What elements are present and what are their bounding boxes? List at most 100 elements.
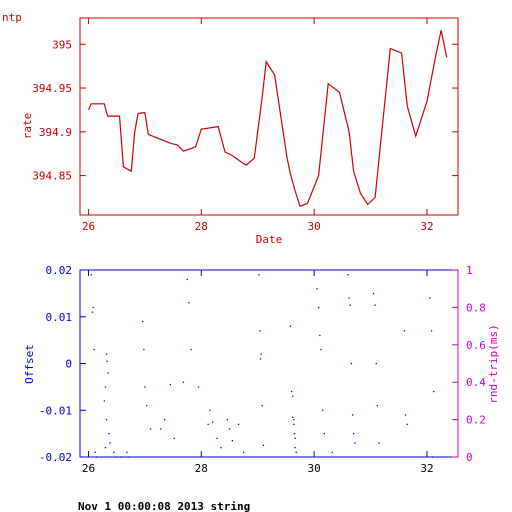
- offset-point: [216, 437, 218, 439]
- offset-point: [375, 362, 377, 365]
- offset-point: [316, 288, 318, 290]
- top-x-axis-label: Date: [256, 233, 283, 246]
- offset-point: [331, 451, 333, 453]
- bottom-axis-ticks: 26 28 30 32 -0.02 -0.01 0 0.01 0.02 0 0.2 0.4 0.6 0.8…: [39, 264, 486, 475]
- offset-point: [318, 306, 320, 309]
- bottom-plot-area: [90, 274, 435, 458]
- offset-point: [105, 419, 108, 421]
- top-x-tick-label: 30: [308, 220, 321, 233]
- offset-point: [107, 372, 109, 374]
- offset-point: [293, 419, 295, 421]
- bottom-right-y-tick-label: 0.4: [466, 376, 486, 389]
- top-x-tick-label: 32: [420, 220, 433, 233]
- offset-point: [322, 409, 324, 411]
- offset-point: [160, 428, 162, 430]
- offset-point: [220, 447, 222, 449]
- offset-point: [350, 362, 353, 365]
- offset-point: [164, 419, 166, 421]
- offset-point: [146, 405, 148, 407]
- offset-point: [212, 421, 214, 423]
- footer-timestamp: Nov 1 00:00:08 2013 string: [78, 500, 250, 512]
- offset-point: [348, 297, 350, 299]
- offset-point: [207, 423, 209, 425]
- offset-point: [226, 419, 228, 421]
- offset-point: [293, 433, 296, 435]
- offset-point: [105, 353, 108, 355]
- offset-point: [228, 428, 231, 430]
- offset-point: [430, 330, 433, 332]
- offset-point: [294, 437, 296, 439]
- bottom-x-tick-label: 26: [82, 462, 95, 475]
- offset-point: [261, 405, 263, 407]
- offset-point: [93, 348, 95, 351]
- top-plot-area: [87, 30, 448, 207]
- offset-point: [349, 304, 351, 306]
- top-y-tick-label: 394.9: [39, 126, 72, 139]
- offset-point: [188, 302, 190, 304]
- bottom-right-y-tick-label: 0.2: [466, 414, 486, 427]
- bottom-right-y-tick-label: 0.8: [466, 301, 486, 314]
- offset-point: [372, 292, 375, 295]
- offset-point: [126, 451, 128, 453]
- offset-point: [92, 306, 94, 309]
- offset-point: [120, 456, 122, 458]
- offset-point: [403, 330, 406, 332]
- bottom-x-tick-label: 30: [308, 462, 321, 475]
- offset-point: [103, 400, 105, 402]
- bottom-left-y-tick-label: 0.02: [46, 264, 73, 277]
- offset-point: [114, 456, 117, 458]
- offset-point: [295, 451, 297, 453]
- offset-point: [94, 451, 96, 453]
- offset-point: [376, 405, 378, 407]
- rate-series-line: [87, 30, 448, 207]
- offset-point: [432, 456, 434, 458]
- offset-point: [190, 348, 192, 351]
- offset-point: [209, 409, 211, 411]
- offset-point: [260, 353, 262, 355]
- offset-point: [128, 456, 130, 458]
- offset-point: [262, 444, 265, 446]
- offset-point: [293, 423, 295, 425]
- offset-point: [292, 395, 294, 397]
- top-y-tick-label: 394.95: [32, 82, 72, 95]
- offset-point: [347, 274, 349, 276]
- offset-point: [143, 348, 145, 351]
- offset-point: [294, 447, 296, 449]
- bottom-right-y-tick-label: 0.6: [466, 339, 486, 352]
- offset-point: [258, 274, 260, 276]
- bottom-left-y-tick-label: 0: [65, 358, 72, 371]
- offset-point: [91, 311, 94, 313]
- offset-point: [289, 325, 292, 327]
- top-y-tick-label: 394.85: [32, 170, 72, 183]
- top-x-tick-label: 26: [82, 220, 95, 233]
- offset-point: [149, 428, 152, 430]
- offset-point: [292, 416, 294, 418]
- top-axis-ticks: 26 28 30 32 394.85 394.9 394.95 395: [32, 18, 458, 233]
- offset-point: [319, 334, 321, 337]
- bottom-y-axis-label-left: Offset: [23, 344, 36, 384]
- offset-point: [142, 320, 144, 323]
- offset-point: [104, 386, 107, 388]
- bottom-left-y-tick-label: -0.02: [39, 451, 72, 464]
- top-y-tick-label: 395: [52, 38, 72, 51]
- offset-point: [186, 278, 188, 281]
- offset-point: [259, 330, 261, 332]
- offset-point: [374, 304, 376, 306]
- offset-point: [404, 414, 407, 416]
- offset-point: [231, 440, 233, 442]
- offset-point: [106, 360, 108, 362]
- top-plot-frame: [79, 17, 459, 216]
- bottom-x-tick-label: 28: [195, 462, 208, 475]
- bottom-left-y-tick-label: 0.01: [46, 311, 73, 324]
- offset-point: [90, 274, 92, 276]
- offset-point: [320, 348, 322, 351]
- offset-point: [104, 447, 107, 449]
- offset-point: [95, 456, 98, 458]
- offset-point: [169, 383, 171, 386]
- offset-point: [182, 381, 184, 383]
- bottom-plot-frame-left: [79, 269, 459, 458]
- offset-point: [237, 423, 240, 425]
- bottom-left-y-tick-label: -0.01: [39, 404, 72, 417]
- offset-point: [429, 297, 431, 299]
